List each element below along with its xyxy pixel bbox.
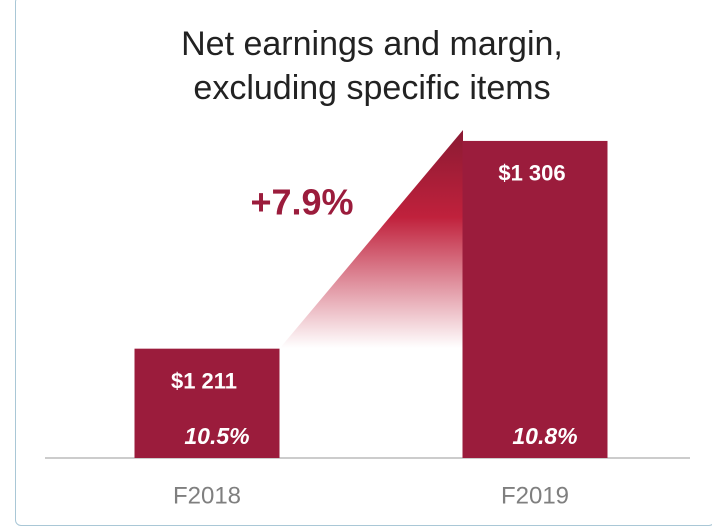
x-tick-label: F2019 <box>501 482 569 509</box>
margin-label: 10.8% <box>512 423 577 449</box>
margin-label: 10.5% <box>184 423 249 449</box>
growth-label: +7.9% <box>250 182 353 223</box>
value-label: $1 211 <box>171 368 237 393</box>
value-label: $1 306 <box>498 161 565 186</box>
growth-arrow <box>280 130 463 348</box>
bar <box>134 348 280 458</box>
bar <box>462 140 608 458</box>
chart-title: Net earnings and margin, excluding speci… <box>181 25 563 107</box>
x-tick-label: F2018 <box>173 482 241 509</box>
